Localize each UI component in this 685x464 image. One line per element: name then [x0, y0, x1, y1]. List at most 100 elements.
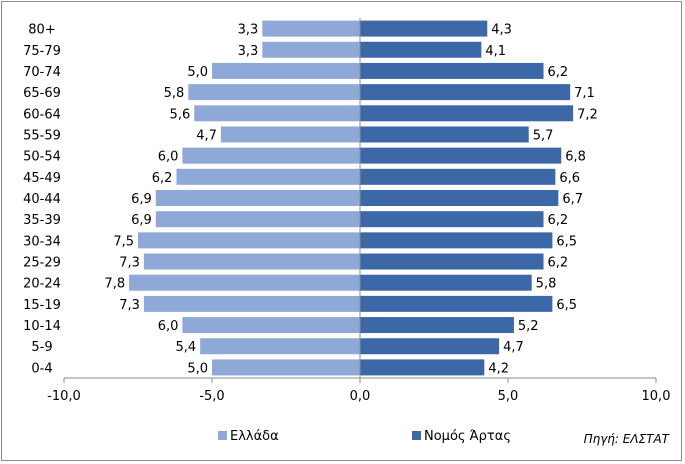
bar-arta-35-39 — [360, 211, 544, 228]
bar-greece-25-29 — [143, 253, 360, 270]
bar-arta-50-54 — [360, 147, 562, 164]
category-label: 20-24 — [23, 277, 61, 292]
bar-greece-80+ — [262, 20, 360, 37]
x-tick-label: 10,0 — [642, 389, 671, 404]
category-label: 80+ — [28, 23, 55, 38]
category-label: 30-34 — [23, 234, 61, 249]
x-tick-label: 0,0 — [350, 389, 371, 404]
value-label-greece: 3,3 — [238, 23, 259, 38]
value-label-arta: 4,7 — [503, 340, 524, 355]
x-tick-label: 5,0 — [498, 389, 519, 404]
bar-greece-50-54 — [182, 147, 360, 164]
bar-arta-80+ — [360, 20, 488, 37]
category-labels: 80+ 75-79 70-74 65-69 60-64 55-59 50-54 45-49 40… — [23, 23, 61, 377]
bar-greece-10-14 — [182, 317, 360, 334]
value-label-greece: 6,0 — [158, 319, 179, 334]
legend: Ελλάδα Νομός Άρτας — [218, 429, 511, 444]
bar-greece-40-44 — [155, 190, 360, 206]
bar-arta-45-49 — [360, 168, 556, 185]
bar-greece-0-4 — [212, 359, 360, 376]
bar-greece-20-24 — [129, 274, 360, 291]
bar-arta-30-34 — [360, 232, 553, 249]
bar-arta-10-14 — [360, 317, 514, 334]
bars-layer — [129, 20, 574, 376]
value-label-arta: 6,2 — [548, 65, 569, 80]
bar-greece-45-49 — [176, 168, 360, 185]
category-label: 35-39 — [23, 213, 61, 228]
value-label-greece: 7,8 — [104, 277, 125, 292]
bar-arta-65-69 — [360, 84, 571, 101]
value-label-arta: 6,7 — [562, 192, 583, 207]
bar-arta-20-24 — [360, 274, 532, 291]
bar-arta-70-74 — [360, 62, 544, 79]
value-label-greece: 5,0 — [187, 65, 208, 80]
value-label-greece: 3,3 — [238, 44, 259, 59]
category-label: 50-54 — [23, 150, 61, 165]
bar-greece-75-79 — [262, 41, 360, 58]
value-label-arta: 4,1 — [485, 44, 506, 59]
legend-swatch-arta — [412, 431, 421, 440]
category-label: 10-14 — [23, 319, 61, 334]
value-label-arta: 6,2 — [548, 213, 569, 228]
value-label-greece: 6,9 — [131, 192, 152, 207]
value-label-arta: 6,8 — [565, 150, 586, 165]
value-label-arta: 6,6 — [559, 171, 580, 186]
legend-swatch-greece — [218, 431, 227, 440]
bar-greece-5-9 — [200, 338, 360, 355]
category-label: 25-29 — [23, 256, 61, 271]
category-label: 0-4 — [31, 361, 52, 376]
bar-greece-30-34 — [138, 232, 360, 249]
source-note: Πηγή: ΕΛΣΤΑΤ — [584, 432, 671, 446]
bar-arta-55-59 — [360, 126, 529, 143]
bar-arta-25-29 — [360, 253, 544, 270]
value-label-greece: 5,8 — [164, 86, 185, 101]
bar-arta-40-44 — [360, 190, 559, 206]
x-tick-label: -10,0 — [47, 389, 81, 404]
value-label-arta: 5,2 — [518, 319, 539, 334]
x-axis: -10,0 -5,0 0,0 5,0 10,0 — [47, 18, 670, 404]
category-label: 60-64 — [23, 107, 61, 122]
value-label-arta: 5,7 — [533, 128, 554, 143]
value-label-arta: 6,5 — [556, 234, 577, 249]
value-label-greece: 7,3 — [119, 298, 140, 313]
bar-greece-55-59 — [220, 126, 360, 143]
value-label-greece: 4,7 — [196, 128, 217, 143]
bar-arta-60-64 — [360, 105, 574, 122]
value-label-greece: 5,0 — [187, 361, 208, 376]
category-label: 40-44 — [23, 192, 61, 207]
value-label-greece: 7,3 — [119, 256, 140, 271]
legend-label-arta: Νομός Άρτας — [424, 429, 511, 444]
bar-arta-75-79 — [360, 41, 482, 58]
value-label-greece: 6,2 — [152, 171, 173, 186]
category-label: 15-19 — [23, 298, 61, 313]
value-label-greece: 5,6 — [170, 107, 191, 122]
value-label-greece: 6,0 — [158, 150, 179, 165]
bar-arta-0-4 — [360, 359, 485, 376]
bar-greece-35-39 — [155, 211, 360, 228]
value-label-arta: 6,5 — [556, 298, 577, 313]
bar-greece-60-64 — [194, 105, 360, 122]
value-label-greece: 6,9 — [131, 213, 152, 228]
category-label: 75-79 — [23, 44, 61, 59]
category-label: 45-49 — [23, 171, 61, 186]
value-label-greece: 7,5 — [113, 234, 134, 249]
category-label: 55-59 — [23, 128, 61, 143]
value-label-arta: 6,2 — [548, 256, 569, 271]
value-label-arta: 4,3 — [491, 23, 512, 38]
legend-label-greece: Ελλάδα — [230, 429, 279, 444]
category-label: 70-74 — [23, 65, 61, 80]
value-labels: 3,3 4,3 3,3 4,1 5,0 6,2 5,8 7,1 5,6 7,2 4,7 5,7 6,0 6… — [104, 23, 597, 377]
value-label-arta: 7,2 — [577, 107, 598, 122]
bar-greece-15-19 — [143, 295, 360, 312]
bar-arta-15-19 — [360, 295, 553, 312]
bar-greece-70-74 — [212, 62, 360, 79]
category-label: 65-69 — [23, 86, 61, 101]
category-label: 5-9 — [31, 340, 52, 355]
x-tick-label: -5,0 — [199, 389, 224, 404]
value-label-arta: 4,2 — [488, 361, 509, 376]
value-label-arta: 5,8 — [536, 277, 557, 292]
bar-arta-5-9 — [360, 338, 500, 355]
value-label-greece: 5,4 — [175, 340, 196, 355]
value-label-arta: 7,1 — [574, 86, 595, 101]
